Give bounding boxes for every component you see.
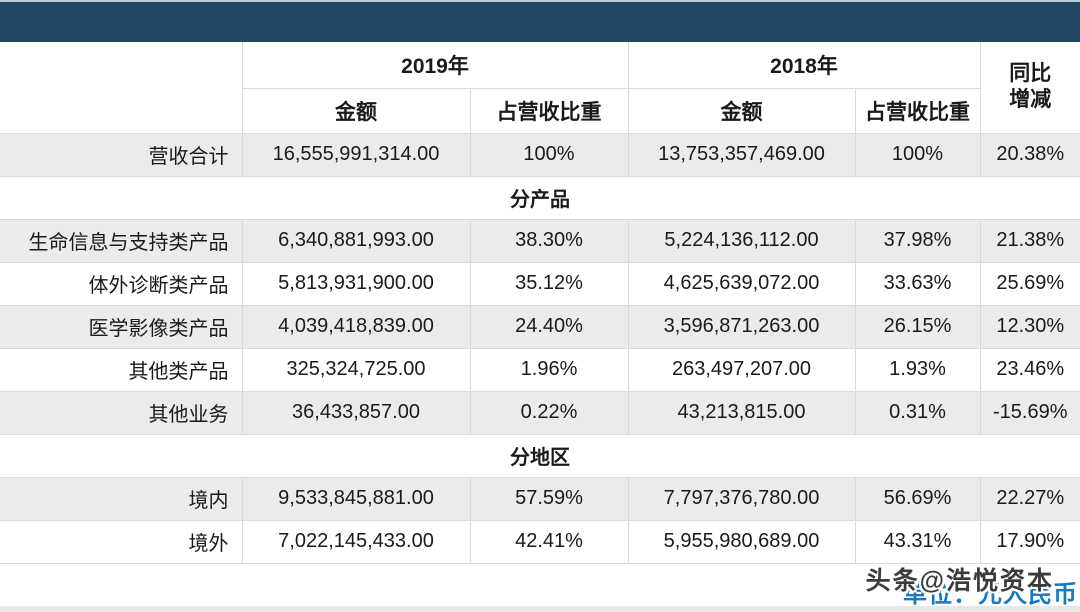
section-label: 分地区 <box>0 434 1080 477</box>
table-row: 境内 9,533,845,881.00 57.59% 7,797,376,780… <box>0 477 1080 520</box>
table-row-total: 营收合计 16,555,991,314.00 100% 13,753,357,4… <box>0 133 1080 176</box>
amount-2018-cell: 3,596,871,263.00 <box>628 305 855 348</box>
share-2018-cell: 1.93% <box>855 348 980 391</box>
year-2018-header: 2018年 <box>628 42 980 88</box>
table-row: 境外 7,022,145,433.00 42.41% 5,955,980,689… <box>0 520 1080 563</box>
amount-2019-cell: 4,039,418,839.00 <box>242 305 470 348</box>
yoy-cell: -15.69% <box>980 391 1080 434</box>
row-label: 生命信息与支持类产品 <box>0 219 242 262</box>
row-label: 医学影像类产品 <box>0 305 242 348</box>
table-row: 其他业务 36,433,857.00 0.22% 43,213,815.00 0… <box>0 391 1080 434</box>
share-2018-cell: 0.31% <box>855 391 980 434</box>
share-2019-cell: 100% <box>470 133 628 176</box>
yoy-header-line2: 增减 <box>981 87 1080 113</box>
yoy-header: 同比 增减 <box>980 42 1080 133</box>
amount-2018-cell: 13,753,357,469.00 <box>628 133 855 176</box>
row-label: 体外诊断类产品 <box>0 262 242 305</box>
share-2018-cell: 26.15% <box>855 305 980 348</box>
row-label: 营收合计 <box>0 133 242 176</box>
amount-2019-cell: 5,813,931,900.00 <box>242 262 470 305</box>
share-2018-header: 占营收比重 <box>855 88 980 133</box>
table-row: 体外诊断类产品 5,813,931,900.00 35.12% 4,625,63… <box>0 262 1080 305</box>
yoy-cell: 17.90% <box>980 520 1080 563</box>
amount-2018-cell: 5,224,136,112.00 <box>628 219 855 262</box>
amount-2019-cell: 7,022,145,433.00 <box>242 520 470 563</box>
title-bar <box>0 0 1080 42</box>
row-label: 其他类产品 <box>0 348 242 391</box>
year-2019-header: 2019年 <box>242 42 628 88</box>
yoy-cell: 25.69% <box>980 262 1080 305</box>
yoy-header-line1: 同比 <box>981 61 1080 87</box>
share-2018-cell: 33.63% <box>855 262 980 305</box>
share-2018-cell: 37.98% <box>855 219 980 262</box>
share-2019-cell: 1.96% <box>470 348 628 391</box>
toutiao-watermark: 头条@浩悦资本 <box>866 561 1054 597</box>
share-2019-cell: 35.12% <box>470 262 628 305</box>
header-row-years: 2019年 2018年 同比 增减 <box>0 42 1080 88</box>
amount-2018-cell: 263,497,207.00 <box>628 348 855 391</box>
row-label: 其他业务 <box>0 391 242 434</box>
yoy-cell: 12.30% <box>980 305 1080 348</box>
share-2019-cell: 42.41% <box>470 520 628 563</box>
section-row-by-product: 分产品 <box>0 176 1080 219</box>
amount-2019-cell: 6,340,881,993.00 <box>242 219 470 262</box>
yoy-cell: 22.27% <box>980 477 1080 520</box>
row-label: 境外 <box>0 520 242 563</box>
corner-cell <box>0 42 242 133</box>
section-row-by-region: 分地区 <box>0 434 1080 477</box>
footer: 单位：元人民币 头条@浩悦资本 <box>0 564 1080 612</box>
section-label: 分产品 <box>0 176 1080 219</box>
amount-2018-cell: 43,213,815.00 <box>628 391 855 434</box>
row-label: 境内 <box>0 477 242 520</box>
table-row: 生命信息与支持类产品 6,340,881,993.00 38.30% 5,224… <box>0 219 1080 262</box>
amount-2018-cell: 5,955,980,689.00 <box>628 520 855 563</box>
share-2018-cell: 43.31% <box>855 520 980 563</box>
amount-2018-cell: 4,625,639,072.00 <box>628 262 855 305</box>
share-2019-cell: 0.22% <box>470 391 628 434</box>
revenue-table: 2019年 2018年 同比 增减 金额 占营收比重 金额 占营收比重 营收合计… <box>0 42 1080 564</box>
amount-2019-cell: 325,324,725.00 <box>242 348 470 391</box>
yoy-cell: 20.38% <box>980 133 1080 176</box>
share-2019-cell: 57.59% <box>470 477 628 520</box>
share-2019-cell: 24.40% <box>470 305 628 348</box>
table-row: 医学影像类产品 4,039,418,839.00 24.40% 3,596,87… <box>0 305 1080 348</box>
share-2018-cell: 56.69% <box>855 477 980 520</box>
amount-2019-cell: 36,433,857.00 <box>242 391 470 434</box>
share-2018-cell: 100% <box>855 133 980 176</box>
yoy-cell: 23.46% <box>980 348 1080 391</box>
amount-2019-cell: 16,555,991,314.00 <box>242 133 470 176</box>
share-2019-header: 占营收比重 <box>470 88 628 133</box>
table-row: 其他类产品 325,324,725.00 1.96% 263,497,207.0… <box>0 348 1080 391</box>
share-2019-cell: 38.30% <box>470 219 628 262</box>
amount-2019-cell: 9,533,845,881.00 <box>242 477 470 520</box>
amount-2019-header: 金额 <box>242 88 470 133</box>
amount-2018-header: 金额 <box>628 88 855 133</box>
amount-2018-cell: 7,797,376,780.00 <box>628 477 855 520</box>
yoy-cell: 21.38% <box>980 219 1080 262</box>
